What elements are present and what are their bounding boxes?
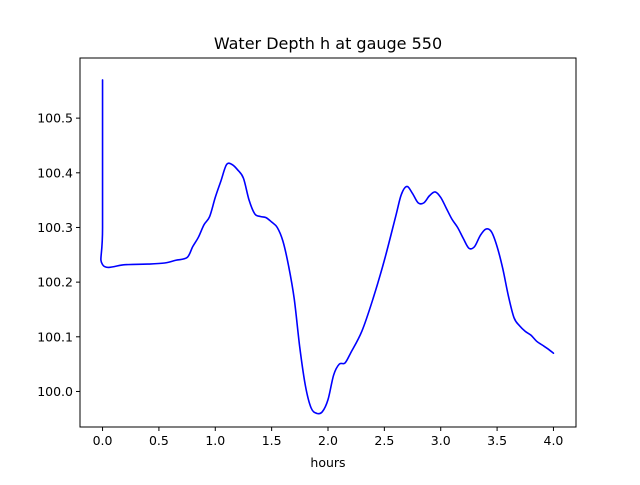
x-tick-label: 3.5 bbox=[487, 433, 507, 448]
x-axis-ticks: 0.0 0.5 1.0 1.5 2.0 2.5 3.0 3.5 4.0 bbox=[93, 427, 564, 448]
plot-layer bbox=[100, 79, 555, 415]
y-tick-label: 100.3 bbox=[37, 220, 73, 235]
x-tick-label: 1.0 bbox=[205, 433, 225, 448]
y-tick-label: 100.4 bbox=[37, 165, 73, 180]
x-tick-label: 0.5 bbox=[149, 433, 169, 448]
chart-title: Water Depth h at gauge 550 bbox=[214, 34, 442, 53]
x-tick-label: 2.5 bbox=[374, 433, 394, 448]
x-tick-label: 4.0 bbox=[544, 433, 564, 448]
y-axis-ticks: 100.0 100.1 100.2 100.3 100.4 100.5 bbox=[37, 111, 80, 399]
x-tick-label: 2.0 bbox=[318, 433, 338, 448]
y-tick-label: 100.0 bbox=[37, 384, 73, 399]
y-tick-label: 100.1 bbox=[37, 329, 73, 344]
plot-frame bbox=[79, 57, 577, 428]
x-axis-label: hours bbox=[310, 455, 345, 470]
x-tick-label: 1.5 bbox=[262, 433, 282, 448]
x-tick-label: 3.0 bbox=[431, 433, 451, 448]
y-tick-label: 100.2 bbox=[37, 275, 73, 290]
x-tick-label: 0.0 bbox=[93, 433, 113, 448]
series-line bbox=[100, 79, 555, 415]
y-tick-label: 100.5 bbox=[37, 111, 73, 126]
